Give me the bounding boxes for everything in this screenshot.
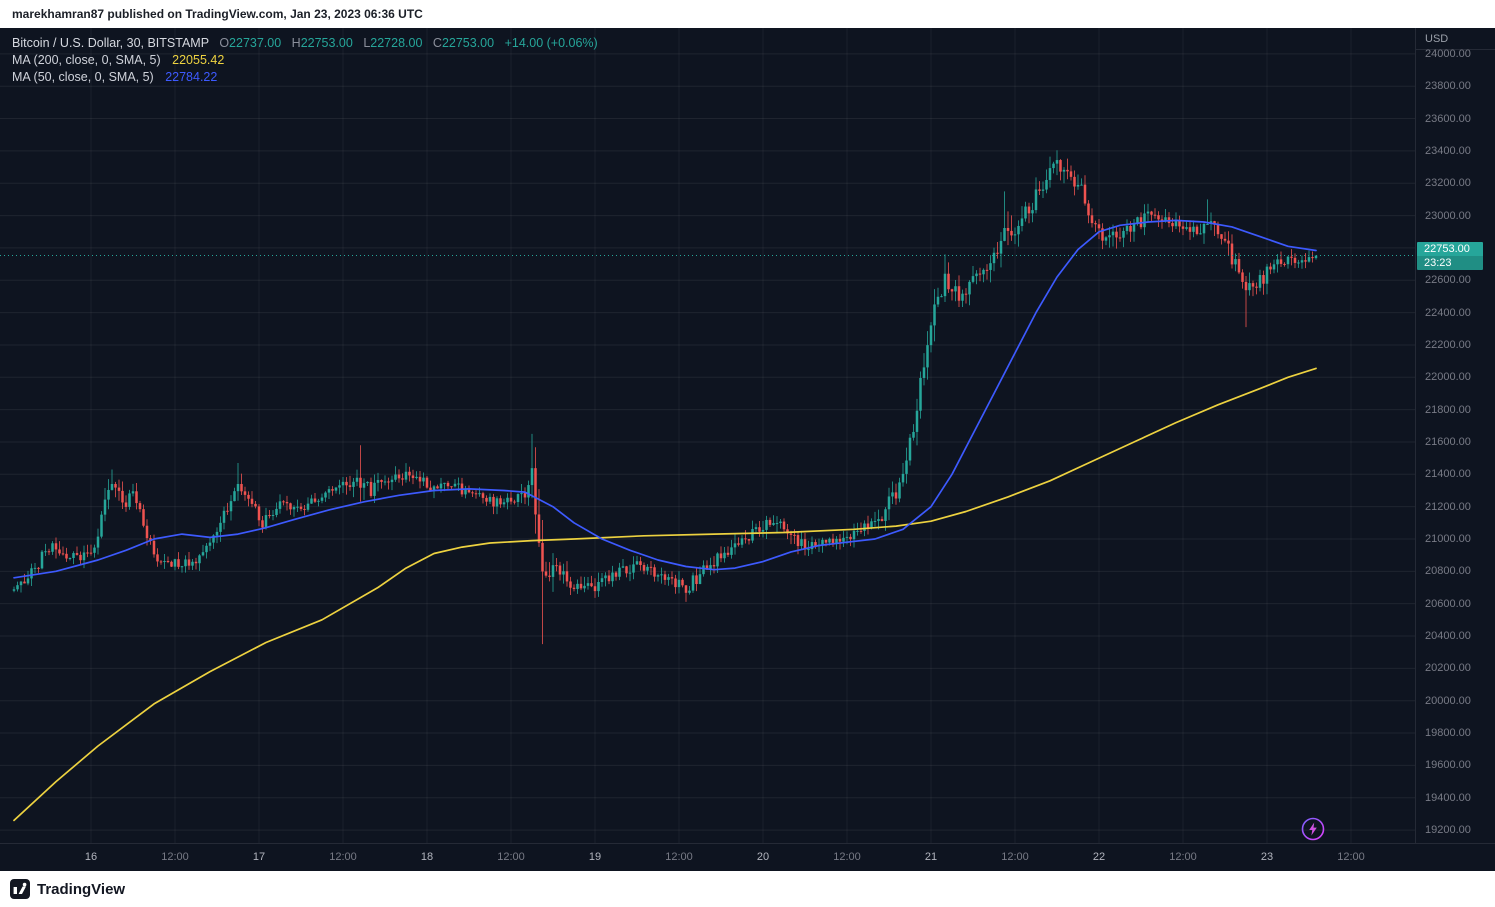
time-tick: 12:00 xyxy=(833,851,861,863)
time-tick: 12:00 xyxy=(1001,851,1029,863)
price-tick: 19400.00 xyxy=(1425,791,1471,804)
price-tick: 24000.00 xyxy=(1425,47,1471,60)
price-tick: 20200.00 xyxy=(1425,662,1471,675)
bar-countdown: 23:23 xyxy=(1417,255,1483,270)
price-axis[interactable]: USD 24000.00 23800.00 23600.00 23400.00 2320… xyxy=(1415,28,1495,843)
time-tick: 17 xyxy=(252,851,266,863)
footer: TradingView xyxy=(0,871,1495,907)
price-tick: 19800.00 xyxy=(1425,727,1471,740)
price-tick: 20400.00 xyxy=(1425,630,1471,643)
price-tick: 23600.00 xyxy=(1425,112,1471,125)
price-tick: 20000.00 xyxy=(1425,694,1471,707)
tradingview-icon xyxy=(10,879,30,899)
price-tick: 23000.00 xyxy=(1425,209,1471,222)
price-tick: 23800.00 xyxy=(1425,80,1471,93)
time-tick: 20 xyxy=(756,851,770,863)
tradingview-logo[interactable]: TradingView xyxy=(10,878,125,900)
snapshot-attribution: marekhamran87 published on TradingView.c… xyxy=(12,7,423,21)
time-tick: 19 xyxy=(588,851,602,863)
time-tick: 12:00 xyxy=(1169,851,1197,863)
price-tick: 20800.00 xyxy=(1425,565,1471,578)
price-tick: 23200.00 xyxy=(1425,177,1471,190)
time-tick: 12:00 xyxy=(161,851,189,863)
last-price-value: 22753.00 xyxy=(1424,242,1470,255)
time-tick: 18 xyxy=(420,851,434,863)
price-tick: 19600.00 xyxy=(1425,759,1471,772)
time-tick: 12:00 xyxy=(497,851,525,863)
time-tick: 12:00 xyxy=(1337,851,1365,863)
price-tick: 19200.00 xyxy=(1425,824,1471,837)
price-tick: 20600.00 xyxy=(1425,597,1471,610)
lightning-icon xyxy=(1301,817,1325,841)
boost-button[interactable] xyxy=(1300,816,1326,842)
tradingview-wordmark: TradingView xyxy=(37,880,126,898)
price-tick: 21400.00 xyxy=(1425,468,1471,481)
time-tick: 16 xyxy=(84,851,98,863)
candlestick-chart[interactable] xyxy=(0,28,1415,843)
time-tick: 12:00 xyxy=(665,851,693,863)
price-axis-currency: USD xyxy=(1416,28,1495,50)
price-tick: 23400.00 xyxy=(1425,144,1471,157)
price-tick: 22000.00 xyxy=(1425,371,1471,384)
time-tick: 21 xyxy=(924,851,938,863)
chart-region: Bitcoin / U.S. Dollar, 30, BITSTAMP O227… xyxy=(0,28,1495,871)
price-tick: 22600.00 xyxy=(1425,274,1471,287)
price-tick: 21000.00 xyxy=(1425,532,1471,545)
price-tick: 22400.00 xyxy=(1425,306,1471,319)
price-tick: 21600.00 xyxy=(1425,435,1471,448)
last-price-label: 22753.00 23:23 xyxy=(1417,241,1483,270)
time-tick: 23 xyxy=(1260,851,1274,863)
snapshot-header: marekhamran87 published on TradingView.c… xyxy=(0,0,1495,28)
price-tick: 21200.00 xyxy=(1425,500,1471,513)
time-axis[interactable]: 16 12:00 17 12:00 18 12:00 19 12:00 20 12:00 21 12:… xyxy=(0,843,1495,871)
price-tick: 22200.00 xyxy=(1425,338,1471,351)
price-tick: 21800.00 xyxy=(1425,403,1471,416)
time-tick: 12:00 xyxy=(329,851,357,863)
time-tick: 22 xyxy=(1092,851,1106,863)
